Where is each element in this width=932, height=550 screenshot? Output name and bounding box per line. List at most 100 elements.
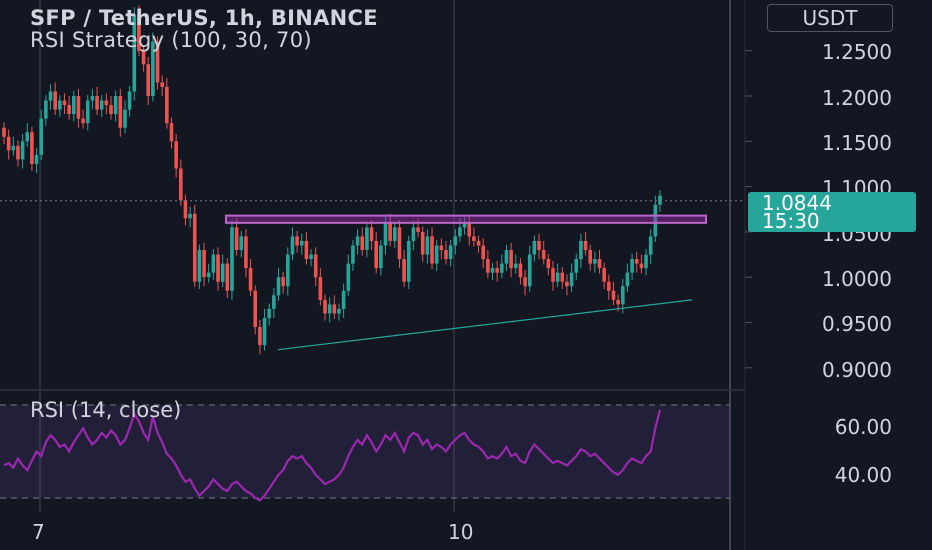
candle-body bbox=[160, 82, 164, 87]
candle-body bbox=[216, 254, 220, 282]
candle-body bbox=[90, 96, 95, 101]
candle-body bbox=[272, 295, 276, 309]
candle-body bbox=[439, 245, 444, 251]
candle-body bbox=[11, 145, 16, 151]
candle-body bbox=[379, 245, 383, 269]
candle-body bbox=[476, 240, 481, 246]
candle-body bbox=[286, 254, 290, 287]
resistance-zone bbox=[225, 214, 707, 224]
candle-body bbox=[444, 250, 448, 260]
candle-body bbox=[104, 100, 109, 106]
candle-body bbox=[481, 245, 486, 260]
candle-body bbox=[337, 308, 341, 314]
current-price: 1.0844 bbox=[762, 191, 832, 215]
candle-body bbox=[644, 254, 648, 269]
candle-body bbox=[248, 268, 253, 291]
candle-body bbox=[53, 91, 57, 110]
candle-body bbox=[123, 109, 127, 128]
candle-body bbox=[402, 259, 406, 282]
candle-body bbox=[313, 254, 318, 278]
candle-body bbox=[658, 195, 662, 205]
candle-body bbox=[327, 304, 332, 314]
candle-body bbox=[541, 250, 546, 260]
price-axis-label: 0.9500 bbox=[822, 312, 892, 336]
candle-body bbox=[220, 263, 225, 282]
price-axis-label: 0.9000 bbox=[822, 358, 892, 382]
candle-body bbox=[360, 236, 365, 251]
candle-body bbox=[267, 308, 271, 318]
candle-body bbox=[244, 236, 248, 269]
candle-body bbox=[225, 263, 230, 291]
price-axis-label: 1.2500 bbox=[822, 40, 892, 64]
candle-body bbox=[397, 227, 402, 260]
candle-body bbox=[197, 250, 202, 282]
candle-body bbox=[127, 91, 132, 110]
candle-body bbox=[523, 277, 527, 287]
candle-body bbox=[2, 127, 6, 137]
candle-body bbox=[323, 299, 327, 314]
candle-body bbox=[71, 96, 76, 115]
candle-body bbox=[648, 236, 653, 255]
candle-body bbox=[416, 227, 420, 232]
candle-body bbox=[490, 268, 495, 273]
candle-body bbox=[62, 100, 67, 106]
candle-body bbox=[192, 213, 197, 282]
candle-body bbox=[574, 259, 579, 273]
candle-body bbox=[34, 154, 39, 164]
candle-body bbox=[448, 245, 453, 260]
candle-body bbox=[109, 105, 113, 115]
candle-body bbox=[388, 222, 392, 241]
candle-body bbox=[509, 250, 513, 269]
candle-body bbox=[537, 240, 541, 251]
candle-body bbox=[304, 240, 309, 260]
candle-body bbox=[99, 100, 104, 110]
candle-body bbox=[425, 236, 430, 255]
candle-body bbox=[579, 240, 583, 260]
candle-body bbox=[430, 236, 434, 264]
candle-body bbox=[602, 268, 606, 282]
candle-body bbox=[434, 245, 439, 264]
candle-body bbox=[458, 227, 462, 237]
candle-body bbox=[20, 141, 25, 160]
current-price-tag: 1.0844 15:30 bbox=[748, 192, 916, 232]
candle-body bbox=[151, 41, 155, 96]
candle-body bbox=[332, 304, 337, 314]
candle-body bbox=[234, 227, 239, 251]
candle-body bbox=[67, 105, 71, 115]
rsi-legend: RSI (14, close) bbox=[30, 398, 182, 422]
candle-body bbox=[565, 281, 569, 287]
candle-body bbox=[583, 240, 588, 251]
candle-body bbox=[486, 259, 490, 273]
rsi-axis-label: 40.00 bbox=[834, 463, 892, 487]
candle-body bbox=[411, 227, 416, 241]
candle-body bbox=[369, 227, 374, 241]
candle-body bbox=[513, 263, 518, 269]
candle-body bbox=[178, 168, 183, 201]
candle-body bbox=[113, 96, 118, 115]
candle-body bbox=[467, 222, 472, 237]
candle-body bbox=[169, 123, 174, 142]
candle-body bbox=[230, 227, 234, 291]
bar-countdown: 15:30 bbox=[762, 209, 820, 233]
currency-selector[interactable]: USDT bbox=[767, 4, 893, 32]
candle-body bbox=[25, 132, 30, 142]
time-axis-label: 10 bbox=[448, 520, 474, 544]
candle-body bbox=[504, 250, 509, 264]
candle-body bbox=[155, 41, 160, 83]
candle-body bbox=[276, 277, 281, 296]
candle-body bbox=[611, 290, 616, 300]
candle-body bbox=[318, 277, 323, 300]
candle-body bbox=[630, 259, 634, 273]
candle-body bbox=[597, 259, 602, 269]
candle-body bbox=[211, 254, 216, 273]
candle-body bbox=[346, 263, 351, 291]
candle-body bbox=[620, 286, 625, 305]
candle-body bbox=[6, 136, 11, 151]
candle-body bbox=[132, 14, 137, 92]
candle-body bbox=[239, 236, 244, 251]
rsi-line bbox=[3, 409, 662, 502]
candle-body bbox=[593, 259, 597, 264]
candle-body bbox=[290, 236, 295, 255]
candle-body bbox=[653, 204, 658, 237]
